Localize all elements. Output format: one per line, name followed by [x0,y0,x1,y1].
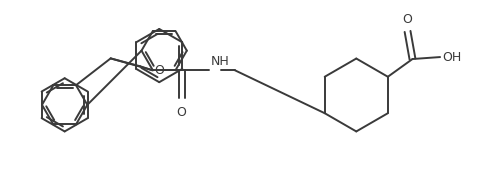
Text: OH: OH [442,51,461,64]
Text: O: O [403,13,412,26]
Text: O: O [177,106,186,119]
Text: O: O [154,64,164,77]
Text: NH: NH [211,55,230,68]
